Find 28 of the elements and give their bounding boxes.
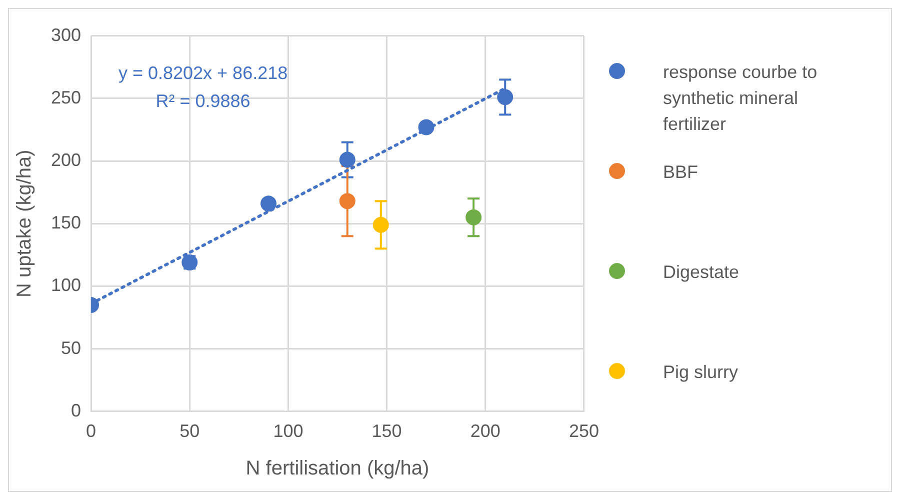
- x-tick-label: 0: [86, 421, 96, 442]
- legend-label: response courbe to synthetic mineral fertilizer: [663, 61, 818, 136]
- y-tick-label: 100: [50, 275, 82, 296]
- x-tick-label: 200: [470, 421, 500, 442]
- y-tick-label: 300: [50, 24, 82, 45]
- annotation: R² = 0.9886: [156, 90, 250, 111]
- point: [418, 119, 434, 136]
- point: [339, 193, 356, 210]
- point: [339, 152, 356, 168]
- x-tick-label: 100: [273, 421, 304, 442]
- y-tick-label: 150: [50, 212, 82, 233]
- x-tick-label: 50: [180, 421, 200, 442]
- y-axis-title: N uptake (kg/ha): [14, 150, 36, 298]
- legend-label: Digestate: [663, 261, 740, 284]
- annotation: y = 0.8202x + 86.218: [118, 62, 288, 83]
- y-tick-label: 50: [61, 338, 82, 358]
- legend-label: BBF: [663, 161, 700, 184]
- x-axis-title: N fertilisation (kg/ha): [246, 458, 430, 480]
- point: [372, 216, 389, 233]
- y-tick-label: 200: [50, 150, 82, 170]
- point: [466, 209, 482, 226]
- legend-label: Pig slurry: [663, 361, 740, 384]
- y-tick-label: 0: [71, 400, 82, 420]
- point: [497, 89, 514, 106]
- point: [260, 196, 276, 212]
- y-tick-label: 250: [50, 87, 82, 108]
- x-tick-label: 250: [568, 421, 600, 442]
- x-tick-label: 150: [372, 421, 402, 442]
